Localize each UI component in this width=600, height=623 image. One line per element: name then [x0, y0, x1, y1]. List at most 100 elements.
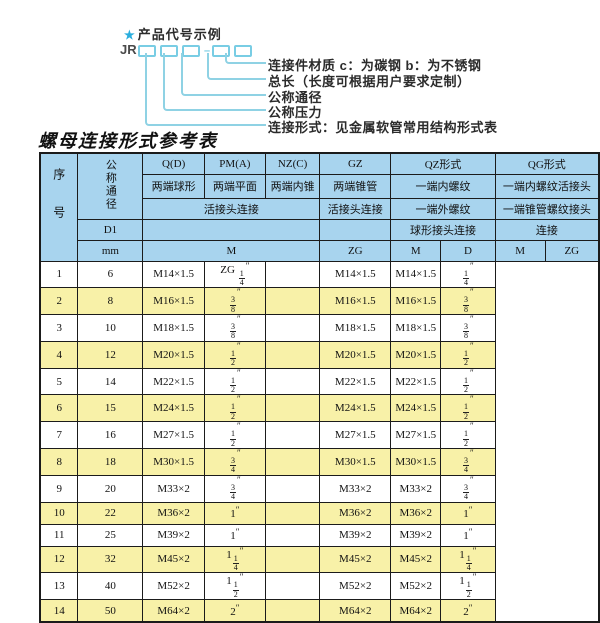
- qg-zg-cell: 1 4 ″: [440, 260, 496, 289]
- product-code-prefix: JR: [120, 42, 137, 57]
- qg-m-cell: M36×2: [390, 501, 442, 525]
- star-icon: ★: [124, 28, 136, 42]
- gz-cell: ZG 1 4 ″: [203, 260, 266, 289]
- m-cell: M16×1.5: [142, 287, 205, 316]
- table-row: 13 40 M52×2 1 1 2 ″ M52×2 M52×2 1 1 2 ″: [39, 572, 599, 601]
- table-row: 8 18 M30×1.5 3 4 ″ M30×1.5 M30×1.5 3 4 ″: [39, 447, 599, 476]
- m-cell: M14×1.5: [142, 260, 205, 289]
- m-cell: M30×1.5: [142, 447, 205, 476]
- seq-cell: 8: [39, 447, 79, 476]
- gz-cell: 2″: [203, 599, 266, 623]
- table-row: 5 14 M22×1.5 1 2 ″ M22×1.5 M22×1.5 1 2 ″: [39, 367, 599, 396]
- m-cell: M24×1.5: [142, 394, 205, 423]
- table-row: 2 8 M16×1.5 3 8 ″ M16×1.5 M16×1.5 3 8 ″: [39, 287, 599, 316]
- table-row: 9 20 M33×2 3 4 ″ M33×2 M33×2 3 4 ″: [39, 474, 599, 503]
- header-qg-zg: ZG: [544, 239, 600, 262]
- dn-cell: 14: [77, 367, 144, 396]
- qz-d-cell: M20×1.5: [319, 340, 392, 369]
- header-empty-1: [142, 218, 321, 241]
- gz-cell: 1 2 ″: [203, 421, 266, 449]
- qg-zg-cell: 1 2 ″: [440, 394, 496, 423]
- m-cell: M33×2: [142, 474, 205, 503]
- m-cell: M36×2: [142, 501, 205, 525]
- qg-m-cell: M24×1.5: [390, 394, 442, 423]
- qg-m-cell: M33×2: [390, 474, 442, 503]
- m-cell: M45×2: [142, 545, 205, 574]
- header-q-desc: 两端球形: [142, 173, 205, 199]
- seq-cell: 3: [39, 314, 79, 342]
- qg-m-cell: M39×2: [390, 523, 442, 547]
- gz-cell: 1 1 4 ″: [203, 545, 266, 574]
- header-qz-m: M: [390, 239, 442, 262]
- connector-line-4: [207, 53, 266, 80]
- qg-zg-cell: 1 2 ″: [440, 421, 496, 449]
- label-connection-type: 连接形式：见金属软管常用结构形式表: [268, 120, 498, 135]
- seq-cell: 9: [39, 474, 79, 503]
- qz-m-cell: [264, 572, 321, 601]
- qg-zg-cell: 1″: [440, 501, 496, 525]
- qg-zg-cell: 1″: [440, 523, 496, 547]
- qg-m-cell: M22×1.5: [390, 367, 442, 396]
- table-row: 7 16 M27×1.5 1 2 ″ M27×1.5 M27×1.5 1 2 ″: [39, 421, 599, 449]
- qg-m-cell: M16×1.5: [390, 287, 442, 316]
- gz-cell: 3 4 ″: [203, 474, 266, 503]
- qz-m-cell: [264, 447, 321, 476]
- m-cell: M18×1.5: [142, 314, 205, 342]
- qg-zg-cell: 1 1 4 ″: [440, 545, 496, 574]
- qz-m-cell: [264, 394, 321, 423]
- seq-cell: 13: [39, 572, 79, 601]
- header-union-desc: 活接头连接: [142, 197, 321, 220]
- header-col-qg: QG形式: [494, 152, 600, 175]
- label-nominal-pressure: 公称压力: [268, 105, 323, 120]
- gz-cell: 3 8 ″: [203, 314, 266, 342]
- product-code-diagram: ★ 产品代号示例 JR – 连接件材质 c：为碳钢 b：为不锈钢 总长（长度可根据…: [0, 0, 600, 150]
- qz-d-cell: M18×1.5: [319, 314, 392, 342]
- table-row: 3 10 M18×1.5 3 8 ″ M18×1.5 M18×1.5 3 8 ″: [39, 314, 599, 342]
- gz-cell: 1 2 ″: [203, 394, 266, 423]
- qz-m-cell: [264, 474, 321, 503]
- header-nz-desc: 两端内锥: [264, 173, 321, 199]
- table-row: 12 32 M45×2 1 1 4 ″ M45×2 M45×2 1 1 4 ″: [39, 545, 599, 574]
- qg-zg-cell: 3 8 ″: [440, 314, 496, 342]
- header-qz-d: D: [440, 239, 496, 262]
- seq-cell: 5: [39, 367, 79, 396]
- qg-m-cell: M14×1.5: [390, 260, 442, 289]
- dn-cell: 40: [77, 572, 144, 601]
- qz-m-cell: [264, 545, 321, 574]
- qz-d-cell: M22×1.5: [319, 367, 392, 396]
- qg-zg-cell: 1 2 ″: [440, 340, 496, 369]
- dn-cell: 16: [77, 421, 144, 449]
- qz-d-cell: M24×1.5: [319, 394, 392, 423]
- qz-m-cell: [264, 421, 321, 449]
- nut-connection-table: 序号 公称通径 Q(D) PM(A) NZ(C) GZ QZ形式 QG形式 两端…: [39, 152, 600, 623]
- qz-m-cell: [264, 314, 321, 342]
- header-gz-union-desc: 活接头连接: [319, 197, 392, 220]
- seq-cell: 4: [39, 340, 79, 369]
- seq-cell: 2: [39, 287, 79, 316]
- m-cell: M64×2: [142, 599, 205, 623]
- dn-cell: 6: [77, 260, 144, 289]
- code-box-3: [182, 45, 200, 57]
- table-row: 10 22 M36×2 1″ M36×2 M36×2 1″: [39, 501, 599, 525]
- code-box-row: –: [138, 45, 256, 57]
- header-qg-desc1: 一端内螺纹活接头: [494, 173, 600, 199]
- gz-cell: 3 8 ″: [203, 287, 266, 316]
- qg-m-cell: M30×1.5: [390, 447, 442, 476]
- header-seq: 序号: [39, 152, 79, 262]
- qz-d-cell: M45×2: [319, 545, 392, 574]
- dn-cell: 25: [77, 523, 144, 547]
- header-col-q: Q(D): [142, 152, 205, 175]
- code-box-5: [234, 45, 253, 57]
- header-col-qz: QZ形式: [390, 152, 496, 175]
- header-qg-desc3: 连接: [494, 218, 600, 241]
- m-cell: M27×1.5: [142, 421, 205, 449]
- header-pm-desc: 两端平面: [203, 173, 266, 199]
- qg-zg-cell: 3 4 ″: [440, 474, 496, 503]
- label-total-length: 总长（长度可根据用户要求定制）: [268, 74, 471, 89]
- qz-m-cell: [264, 523, 321, 547]
- header-empty-2: [319, 218, 392, 241]
- qg-zg-cell: 1 2 ″: [440, 367, 496, 396]
- diagram-title-text: 产品代号示例: [137, 27, 222, 42]
- qg-zg-cell: 1 1 2 ″: [440, 572, 496, 601]
- table-row: 4 12 M20×1.5 1 2 ″ M20×1.5 M20×1.5 1 2 ″: [39, 340, 599, 369]
